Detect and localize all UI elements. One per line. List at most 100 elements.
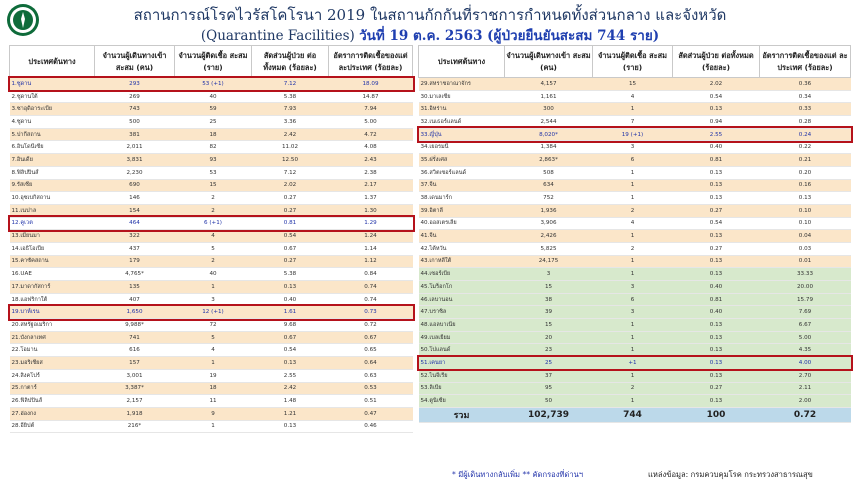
value-cell: 25 [504, 356, 593, 370]
value-cell: 4 [174, 343, 252, 358]
value-cell: 5.38 [251, 90, 329, 104]
total-value: 0.72 [759, 407, 851, 423]
value-cell: 407 [94, 293, 175, 307]
value-cell: 11.02 [251, 140, 329, 155]
value-cell: 690 [94, 179, 175, 193]
country-cell: 19.บาห์เรน [9, 305, 95, 320]
table-row: 43.เกาหลีใต้ 24,175 1 0.13 0.01 [418, 255, 851, 269]
country-cell: 53.ลิเบีย [418, 382, 505, 396]
value-cell: 53 (+1) [174, 77, 252, 91]
value-cell: 464 [94, 217, 175, 231]
table-row: 22.โอมาน 616 4 0.54 0.65 [9, 343, 413, 358]
col-header-share: สัดส่วนผู้ป่วย ต่อทั้งหมด (ร้อยละ) [251, 45, 329, 78]
value-cell: 2.11 [759, 382, 851, 396]
table-row: 39.อิตาลี 1,936 2 0.27 0.10 [418, 204, 851, 218]
table-row: 27.ฮ่องกง 1,918 9 1.21 0.47 [9, 407, 413, 421]
value-cell: 24,175 [504, 255, 593, 269]
table-row: 7.อินเดีย 3,831 93 12.50 2.43 [9, 153, 413, 167]
table-row: 11.เนปาล 154 2 0.27 1.30 [9, 204, 413, 218]
value-cell: 1.37 [328, 191, 413, 205]
value-cell: 4.00 [759, 356, 851, 370]
value-cell: 19 (+1) [592, 128, 673, 142]
country-cell: 35.ฝรั่งเศส [418, 153, 505, 167]
country-cell: 12.คูเวต [9, 217, 95, 231]
country-cell: 50.โปแลนด์ [418, 343, 505, 358]
value-cell: 0.01 [759, 255, 851, 269]
footnote: * มีผู้เดินทางกลับเพิ่ม ** คัดกรองที่ด่า… [452, 470, 584, 479]
value-cell: 2,544 [504, 115, 593, 129]
value-cell: 2.02 [672, 77, 760, 91]
value-cell: 1,384 [504, 140, 593, 155]
country-cell: 36.สวิตเซอร์แลนด์ [418, 166, 505, 180]
value-cell: 0.40 [672, 140, 760, 155]
value-cell: 0.73 [328, 305, 413, 320]
table-row: 45.โมร็อกโก 15 3 0.40 20.00 [418, 280, 851, 294]
value-cell: 0.84 [328, 267, 413, 281]
country-cell: 40.ออสเตรเลีย [418, 217, 505, 231]
value-cell: 2.00 [759, 394, 851, 408]
country-cell: 32.เนเธอร์แลนด์ [418, 115, 505, 129]
value-cell: 1.21 [251, 407, 329, 421]
country-cell: 28.อียิปต์ [9, 420, 95, 434]
value-cell: 1 [592, 191, 673, 205]
value-cell: 4,765* [94, 267, 175, 281]
value-cell: 0.27 [251, 255, 329, 269]
value-cell: 0.21 [759, 153, 851, 167]
country-cell: 22.โอมาน [9, 343, 95, 358]
value-cell: 5.00 [328, 115, 413, 129]
value-cell: 500 [94, 115, 175, 129]
country-cell: 13.เมียนมา [9, 229, 95, 243]
value-cell: 2.17 [328, 179, 413, 193]
country-cell: 23.มอริเชียส [9, 356, 95, 370]
value-cell: 0.16 [759, 179, 851, 193]
highlighted-row: 19.บาห์เรน 1,650 12 (+1) 1.61 0.73 [9, 305, 413, 320]
table-row: 40.ออสเตรเลีย 3,906 4 0.54 0.10 [418, 217, 851, 231]
value-cell: 39 [504, 305, 593, 320]
value-cell: 0.54 [251, 343, 329, 358]
value-cell: 0.27 [672, 382, 760, 396]
country-cell: 42.ไต้หวัน [418, 242, 505, 256]
value-cell: 0.36 [759, 77, 851, 91]
table-row: 52.ไนจีเรีย 37 1 0.13 2.70 [418, 369, 851, 383]
value-cell: 7.12 [251, 77, 329, 91]
value-cell: 3.36 [251, 115, 329, 129]
value-cell: 3,831 [94, 153, 175, 167]
table-row: 23.มอริเชียส 157 1 0.13 0.64 [9, 356, 413, 370]
value-cell: 7 [592, 115, 673, 129]
country-cell: 48.แอลบาเนีย [418, 318, 505, 332]
table-row: 42.ไต้หวัน 5,825 2 0.27 0.03 [418, 242, 851, 256]
country-cell: 41.จีน [418, 229, 505, 243]
country-cell: 46.เลบานอน [418, 293, 505, 307]
country-cell: 30.มาเลเซีย [418, 90, 505, 104]
value-cell: 72 [174, 318, 252, 332]
value-cell: 0.13 [672, 166, 760, 180]
country-cell: 43.เกาหลีใต้ [418, 255, 505, 269]
value-cell: 0.13 [251, 420, 329, 434]
value-cell: 82 [174, 140, 252, 155]
value-cell: 2 [592, 242, 673, 256]
value-cell: 2.70 [759, 369, 851, 383]
value-cell: 1 [592, 394, 673, 408]
ministry-logo [6, 3, 40, 37]
value-cell: 0.04 [759, 229, 851, 243]
value-cell: 135 [94, 280, 175, 294]
value-cell: 0.63 [328, 369, 413, 383]
value-cell: 1.24 [328, 229, 413, 243]
country-cell: 54.ตูนิเซีย [418, 394, 505, 408]
table-row: 10.อุซเบกิสถาน 146 2 0.27 1.37 [9, 191, 413, 205]
table-row: 9.รัสเซีย 690 15 2.02 2.17 [9, 179, 413, 193]
value-cell: 0.13 [672, 229, 760, 243]
table-row: 17.มาดากัสการ์ 135 1 0.13 0.74 [9, 280, 413, 294]
col-header-rate: อัตราการติดเชื้อของแต่ ละประเทศ (ร้อยละ) [759, 45, 851, 78]
table-row: 2.ซูดานใต้ 269 40 5.38 14.87 [9, 90, 413, 104]
value-cell: 0.13 [251, 280, 329, 294]
value-cell: 0.94 [672, 115, 760, 129]
value-cell: 2 [592, 204, 673, 218]
value-cell: 322 [94, 229, 175, 243]
table-row: 35.ฝรั่งเศส 2,863* 6 0.81 0.21 [418, 153, 851, 167]
value-cell: 4.08 [328, 140, 413, 155]
value-cell: 0.53 [328, 382, 413, 396]
table-row: 37.จีน 634 1 0.13 0.16 [418, 179, 851, 193]
country-cell: 21.บังกลาเทศ [9, 331, 95, 345]
value-cell: 0.81 [251, 217, 329, 231]
